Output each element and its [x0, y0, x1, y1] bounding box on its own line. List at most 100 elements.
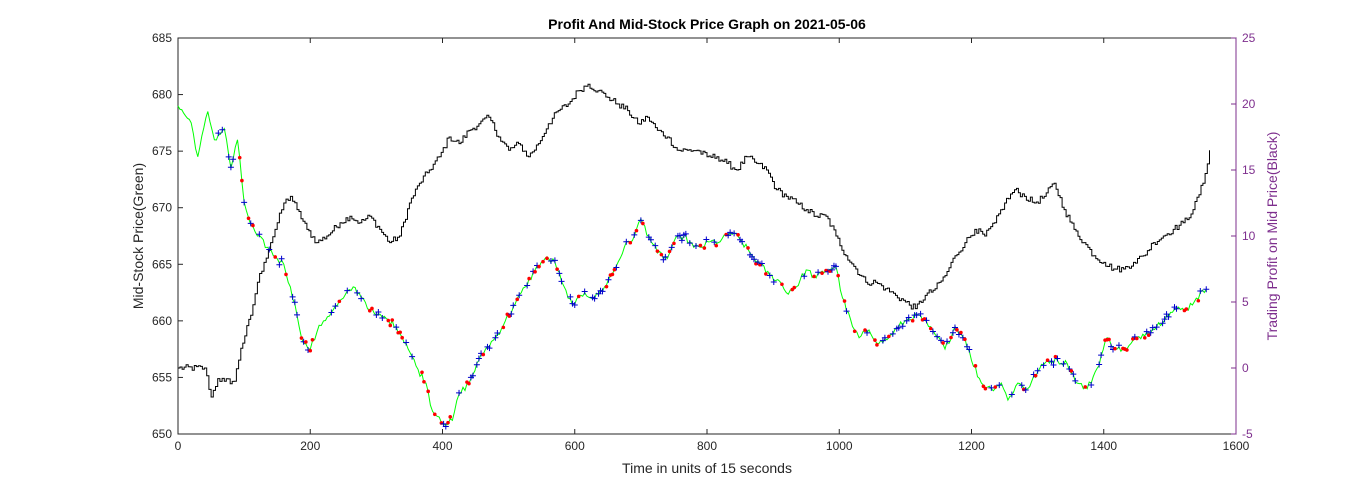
buy-marker — [256, 231, 263, 238]
sell-marker — [634, 228, 639, 233]
y-left-tick-label: 670 — [152, 201, 172, 215]
buy-marker — [951, 324, 958, 331]
sell-marker — [481, 352, 486, 357]
buy-marker — [899, 323, 906, 330]
sell-marker — [1142, 336, 1147, 340]
buy-marker — [1203, 286, 1210, 293]
sell-marker — [422, 379, 426, 384]
sell-marker — [667, 249, 672, 254]
buy-marker — [456, 389, 463, 396]
sell-marker — [875, 343, 879, 347]
buy-marker — [599, 288, 606, 295]
sell-marker — [1125, 348, 1129, 352]
sell-marker — [432, 412, 437, 417]
y-left-tick-label: 650 — [152, 427, 172, 441]
y-right-axis-title: Trading Profit on Mid Price(Black) — [1264, 132, 1280, 341]
sell-marker — [545, 256, 549, 261]
sell-marker — [963, 337, 967, 342]
sell-marker — [541, 259, 545, 264]
buy-marker — [637, 217, 644, 224]
buy-marker — [727, 229, 734, 236]
buy-marker — [703, 236, 710, 243]
buy-marker — [581, 288, 588, 295]
buy-marker — [278, 255, 285, 262]
y-left-tick-label: 685 — [152, 31, 172, 45]
sell-marker — [610, 272, 615, 277]
sell-marker — [1113, 346, 1117, 351]
y-left-axis-title: Mid-Stock Price(Green) — [130, 163, 146, 309]
sell-marker — [672, 241, 676, 246]
buy-marker — [266, 246, 273, 253]
buy-marker — [662, 253, 669, 260]
mid-price-line — [177, 105, 1207, 426]
sell-marker — [852, 329, 857, 334]
buy-marker — [711, 239, 718, 246]
y-left-tick-label: 660 — [152, 314, 172, 328]
buy-marker — [373, 312, 380, 319]
y-right-tick-label: -5 — [1242, 427, 1253, 441]
x-tick-label: 600 — [565, 439, 585, 453]
sell-marker — [820, 271, 824, 275]
sell-marker — [310, 337, 315, 342]
buy-marker — [375, 308, 382, 315]
buy-marker — [247, 220, 254, 227]
sell-marker — [426, 389, 430, 394]
buy-marker — [215, 130, 222, 137]
buy-marker — [1054, 355, 1061, 362]
buy-marker — [1034, 367, 1041, 374]
x-tick-label: 400 — [432, 439, 452, 453]
sell-marker — [367, 308, 372, 313]
buy-marker — [917, 310, 924, 317]
buy-marker — [647, 236, 654, 243]
sell-marker — [448, 415, 453, 419]
sell-marker — [537, 264, 541, 269]
sell-marker — [284, 272, 288, 277]
sell-marker — [299, 336, 304, 340]
buy-marker — [864, 329, 871, 336]
sell-marker — [398, 330, 402, 335]
buy-marker — [492, 334, 499, 341]
x-tick-label: 1200 — [958, 439, 985, 453]
buy-marker — [623, 238, 630, 245]
buy-marker — [1173, 305, 1180, 312]
buy-marker — [758, 260, 765, 267]
sell-marker — [1196, 298, 1201, 303]
buy-marker — [832, 263, 839, 270]
sell-marker — [612, 267, 617, 272]
sell-marker — [1131, 337, 1135, 341]
x-tick-label: 1400 — [1090, 439, 1117, 453]
sell-marker — [1069, 369, 1074, 373]
y-right-tick-label: 25 — [1242, 31, 1256, 45]
sell-marker — [698, 243, 703, 248]
buy-marker — [949, 329, 956, 336]
sell-marker — [467, 381, 471, 386]
y-left-tick-label: 675 — [152, 144, 172, 158]
sell-marker — [1107, 337, 1111, 342]
sell-marker — [308, 348, 313, 353]
buy-marker — [631, 231, 638, 238]
sell-marker — [1045, 358, 1050, 363]
sell-marker — [910, 318, 915, 323]
plot-frame — [177, 37, 1237, 435]
sell-marker — [628, 240, 633, 245]
y-left-tick-label: 680 — [152, 88, 172, 102]
chart-title: Profit And Mid-Stock Price Graph on 2021… — [548, 16, 866, 32]
sell-marker — [337, 299, 342, 304]
y-right-tick-label: 15 — [1242, 163, 1256, 177]
x-tick-label: 1600 — [1223, 439, 1250, 453]
y-left-tick-label: 655 — [152, 370, 172, 384]
buy-marker — [750, 256, 757, 263]
buy-marker — [591, 295, 598, 302]
x-tick-label: 800 — [697, 439, 717, 453]
buy-marker — [551, 257, 558, 264]
buy-marker — [1143, 328, 1150, 335]
sell-marker — [515, 297, 520, 302]
trade-markers — [215, 126, 1210, 430]
sell-marker — [641, 221, 645, 226]
buy-marker — [294, 311, 301, 318]
y-left-axis: 650 655 660 665 670 675 680 685 — [152, 31, 183, 441]
sell-marker — [533, 269, 537, 274]
sell-marker — [922, 317, 927, 321]
buy-marker — [1070, 371, 1077, 378]
buy-marker — [843, 308, 850, 315]
